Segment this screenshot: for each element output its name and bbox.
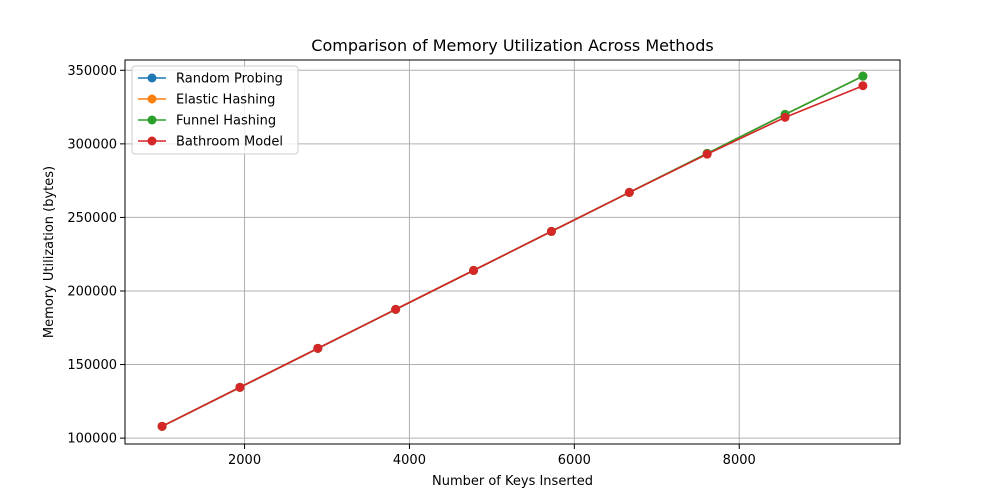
legend-label-bathroom-model: Bathroom Model <box>176 135 283 150</box>
data-point-bathroom-model <box>624 187 634 197</box>
legend-marker-elastic-hashing <box>147 94 157 104</box>
plot-frame <box>124 59 901 445</box>
y-tick-label: 200000 <box>67 284 117 299</box>
y-tick-label: 150000 <box>67 358 117 373</box>
y-tick-label: 100000 <box>67 432 117 447</box>
legend-label-elastic-hashing: Elastic Hashing <box>176 93 275 108</box>
legend-label-funnel-hashing: Funnel Hashing <box>176 114 276 129</box>
data-point-bathroom-model <box>780 112 790 122</box>
x-axis-ticks: 2000 4000 6000 8000 <box>228 444 756 468</box>
series-lines <box>157 71 868 431</box>
data-point-bathroom-model <box>313 343 323 353</box>
legend: Random Probing Elastic Hashing Funnel Hash… <box>131 65 299 155</box>
legend-marker-random-probing <box>147 73 157 83</box>
data-point-bathroom-model <box>469 265 479 275</box>
x-tick-label: 4000 <box>393 453 426 468</box>
data-point-bathroom-model <box>391 304 401 314</box>
x-axis-label: Number of Keys Inserted <box>432 474 593 489</box>
chart-title: Comparison of Memory Utilization Across … <box>311 36 713 55</box>
y-tick-label: 250000 <box>67 211 117 226</box>
data-point-bathroom-model <box>157 421 167 431</box>
x-tick-label: 8000 <box>723 453 756 468</box>
series-line-bathroom-model <box>161 84 864 428</box>
grid <box>125 60 900 444</box>
y-tick-label: 350000 <box>67 64 117 79</box>
y-axis-ticks: 100000 150000 200000 250000 300000 350000 <box>67 64 125 447</box>
legend-box <box>131 65 299 155</box>
series-bathroom-model <box>157 81 868 431</box>
legend-label-random-probing: Random Probing <box>176 72 283 87</box>
data-point-funnel-hashing <box>858 71 868 81</box>
legend-marker-bathroom-model <box>147 136 157 146</box>
data-point-bathroom-model <box>858 81 868 91</box>
y-axis-label: Memory Utilization (bytes) <box>42 166 57 338</box>
y-tick-label: 300000 <box>67 137 117 152</box>
data-point-bathroom-model <box>235 382 245 392</box>
x-tick-label: 2000 <box>228 453 261 468</box>
x-tick-label: 6000 <box>558 453 591 468</box>
data-point-bathroom-model <box>546 226 556 236</box>
data-point-bathroom-model <box>702 149 712 159</box>
legend-marker-funnel-hashing <box>147 115 157 125</box>
